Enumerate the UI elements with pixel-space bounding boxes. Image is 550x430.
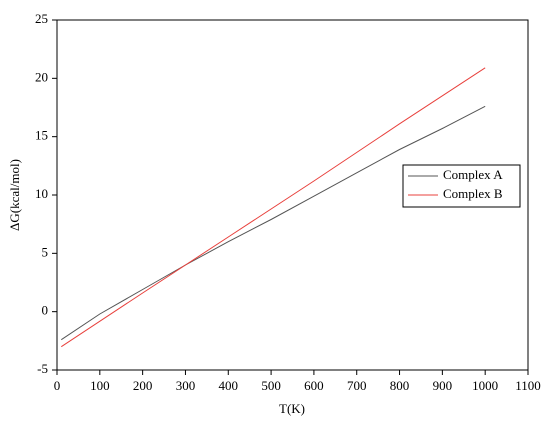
x-axis-title: T(K) xyxy=(279,401,305,416)
y-tick-label: 0 xyxy=(42,303,49,318)
y-tick-label: 5 xyxy=(42,244,49,259)
x-tick-label: 900 xyxy=(433,378,453,393)
legend-label: Complex B xyxy=(443,186,503,201)
x-tick-label: 0 xyxy=(54,378,61,393)
x-tick-label: 800 xyxy=(390,378,410,393)
x-tick-label: 300 xyxy=(176,378,196,393)
x-tick-label: 100 xyxy=(90,378,110,393)
x-tick-label: 600 xyxy=(304,378,324,393)
line xyxy=(61,67,486,348)
x-tick-label: 1000 xyxy=(472,378,498,393)
x-tick-label: 400 xyxy=(219,378,239,393)
line xyxy=(61,105,486,341)
y-tick-label: -5 xyxy=(37,361,48,376)
x-tick-label: 200 xyxy=(133,378,153,393)
x-tick-label: 1100 xyxy=(515,378,541,393)
y-tick-label: 15 xyxy=(35,128,48,143)
y-tick-label: 20 xyxy=(35,69,48,84)
y-tick-label: 10 xyxy=(35,186,48,201)
x-tick-label: 700 xyxy=(347,378,367,393)
y-axis-title: ΔG(kcal/mol) xyxy=(7,159,22,231)
legend-label: Complex A xyxy=(443,167,503,182)
y-tick-label: 25 xyxy=(35,11,48,26)
x-tick-label: 500 xyxy=(261,378,281,393)
legend-box xyxy=(402,164,521,208)
